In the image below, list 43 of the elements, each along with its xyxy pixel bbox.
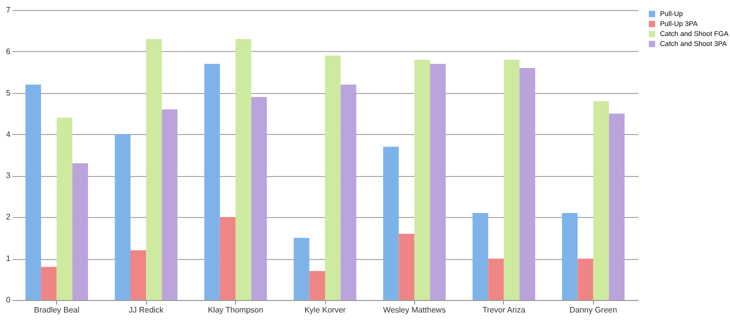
bar (204, 64, 220, 300)
bar (236, 39, 252, 300)
bar (593, 101, 609, 300)
bar (146, 39, 162, 300)
bar (578, 258, 594, 300)
y-tick-label: 7 (6, 6, 12, 14)
x-tick-label: JJ Redick (128, 306, 164, 314)
x-tick-label: Danny Green (569, 306, 618, 314)
bar (520, 68, 536, 300)
bar (251, 97, 267, 300)
bar (504, 60, 520, 300)
y-tick-label: 4 (6, 130, 12, 139)
bar (383, 146, 399, 300)
y-tick-label: 3 (6, 171, 12, 180)
bar (309, 271, 325, 300)
bar (220, 217, 236, 300)
bar (294, 238, 310, 300)
y-tick-label: 6 (6, 46, 12, 56)
y-tick-label: 0 (6, 296, 12, 304)
x-tick-label: Klay Thompson (208, 306, 264, 314)
bar (608, 114, 625, 300)
bar (340, 84, 356, 300)
bar (25, 84, 42, 300)
y-tick-label: 5 (6, 88, 12, 98)
bar (162, 109, 178, 300)
bar (325, 56, 341, 300)
x-tick-label: Trevor Ariza (482, 306, 526, 314)
bar (488, 258, 504, 300)
bar (414, 60, 430, 300)
bar (114, 134, 130, 300)
bar (430, 64, 446, 300)
x-tick-label: Kyle Korver (304, 306, 346, 314)
bar (41, 266, 57, 300)
bar (398, 234, 414, 300)
bar (472, 213, 488, 300)
bar (562, 213, 578, 300)
bar (72, 163, 88, 300)
y-tick-label: 1 (6, 254, 12, 264)
bar (130, 250, 146, 300)
bar (56, 118, 72, 300)
x-tick-label: Wesley Matthews (383, 306, 446, 314)
x-tick-label: Bradley Beal (34, 306, 80, 314)
y-tick-label: 2 (6, 212, 12, 222)
